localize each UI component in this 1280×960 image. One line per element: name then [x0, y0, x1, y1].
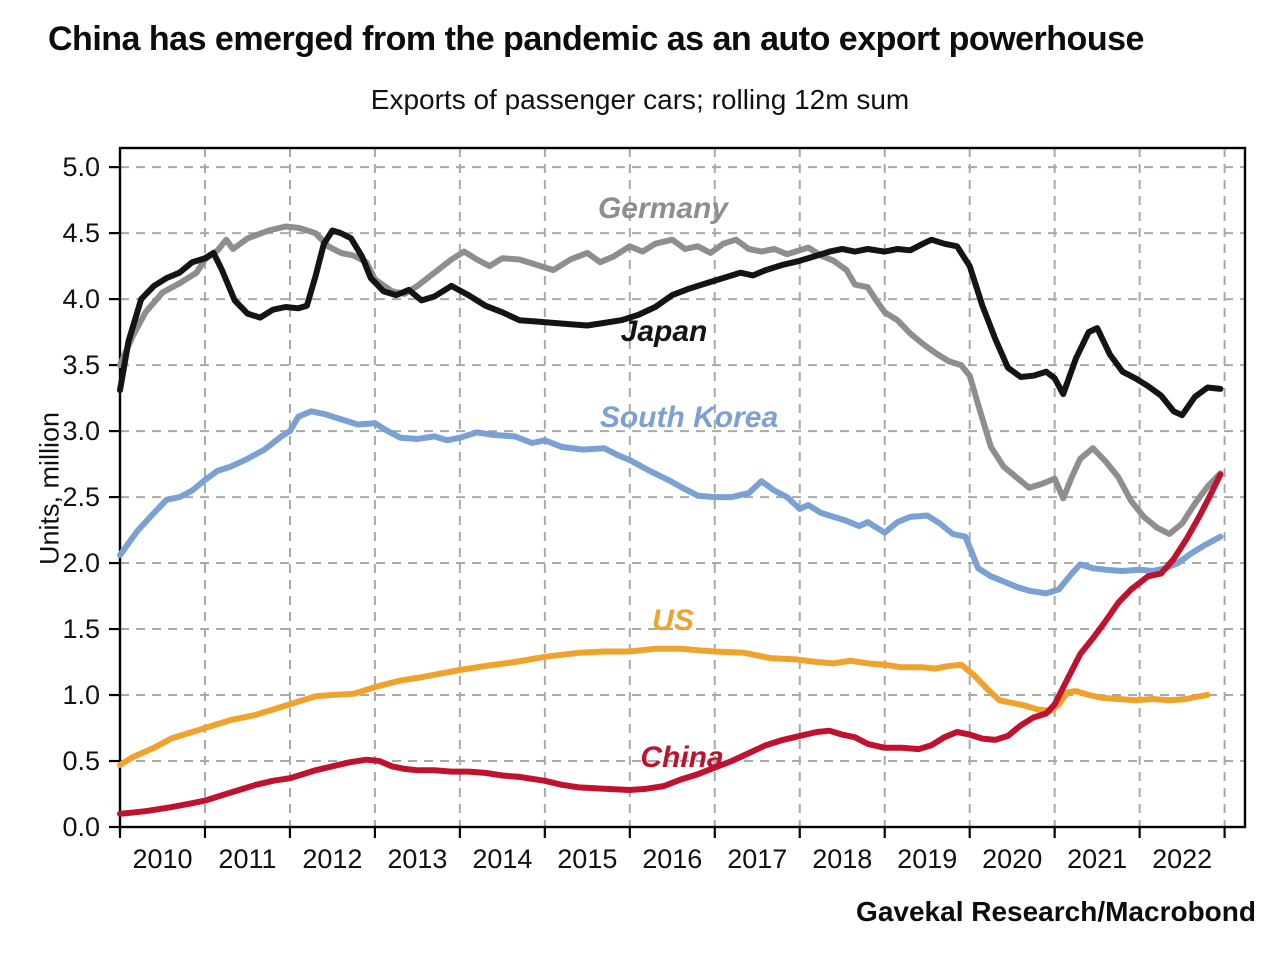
- y-tick-label: 0.5: [62, 746, 100, 776]
- y-tick-label: 3.5: [62, 350, 100, 380]
- plot-frame: [118, 146, 1247, 829]
- x-tick-label: 2019: [897, 844, 957, 874]
- x-tick-label: 2016: [642, 844, 702, 874]
- source-credit: Gavekal Research/Macrobond: [856, 896, 1256, 927]
- y-tick-label: 4.0: [62, 284, 100, 314]
- series-line-south-korea: [117, 408, 1224, 597]
- series-line-us: [117, 645, 1211, 768]
- x-tick-label: 2020: [982, 844, 1042, 874]
- series-label-south-korea: South Korea: [600, 401, 778, 434]
- x-tick-label: 2017: [727, 844, 787, 874]
- series-label-germany: Germany: [598, 192, 729, 225]
- y-tick-label: 1.0: [62, 680, 100, 710]
- x-tick-label: 2013: [387, 844, 447, 874]
- y-tick-label: 5.0: [62, 152, 100, 182]
- x-tick-label: 2014: [472, 844, 532, 874]
- chart-title: China has emerged from the pandemic as a…: [48, 20, 1144, 58]
- x-tick-label: 2010: [132, 844, 192, 874]
- x-tick-label: 2021: [1067, 844, 1127, 874]
- y-tick-label: 1.5: [62, 614, 100, 644]
- series-label-china: China: [640, 741, 723, 774]
- x-tick-label: 2018: [812, 844, 872, 874]
- series-line-germany: [117, 223, 1224, 537]
- x-tick-label: 2015: [557, 844, 617, 874]
- x-tick-label: 2022: [1152, 844, 1212, 874]
- chart-subtitle: Exports of passenger cars; rolling 12m s…: [370, 84, 910, 115]
- x-tick-label: 2012: [302, 844, 362, 874]
- series-line-china: [117, 471, 1224, 817]
- series-line-japan: [117, 227, 1224, 419]
- x-tick-label: 2011: [218, 844, 276, 874]
- y-tick-label: 2.5: [62, 482, 100, 512]
- series-label-japan: Japan: [621, 315, 708, 348]
- y-tick-label: 0.0: [62, 812, 100, 842]
- y-tick-label: 4.5: [62, 218, 100, 248]
- series-label-us: US: [652, 604, 694, 637]
- y-tick-label: 3.0: [62, 416, 100, 446]
- y-tick-label: 2.0: [62, 548, 100, 578]
